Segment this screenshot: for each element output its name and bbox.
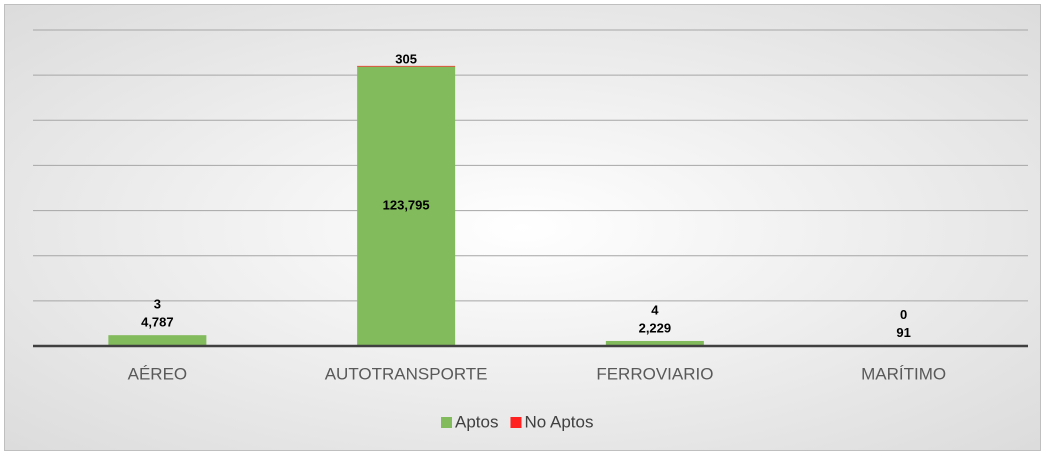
x-tick-label: AÉREO	[128, 364, 188, 383]
legend-swatch	[441, 417, 452, 428]
data-label: 0	[900, 307, 907, 322]
data-label: 3	[154, 297, 161, 312]
legend-swatch	[510, 417, 521, 428]
legend-label: No Aptos	[524, 412, 593, 431]
data-label: 91	[896, 325, 910, 340]
data-label: 4,787	[141, 315, 174, 330]
bar-segment	[108, 335, 206, 346]
x-tick-label: FERROVIARIO	[596, 364, 713, 383]
x-tick-label: MARÍTIMO	[861, 364, 946, 383]
legend-label: Aptos	[455, 412, 498, 431]
data-label: 2,229	[639, 320, 672, 335]
data-label: 305	[395, 51, 417, 66]
data-label: 123,795	[383, 198, 430, 213]
x-tick-label: AUTOTRANSPORTE	[325, 364, 488, 383]
chart-background	[5, 5, 1041, 451]
data-label: 4	[651, 302, 659, 317]
